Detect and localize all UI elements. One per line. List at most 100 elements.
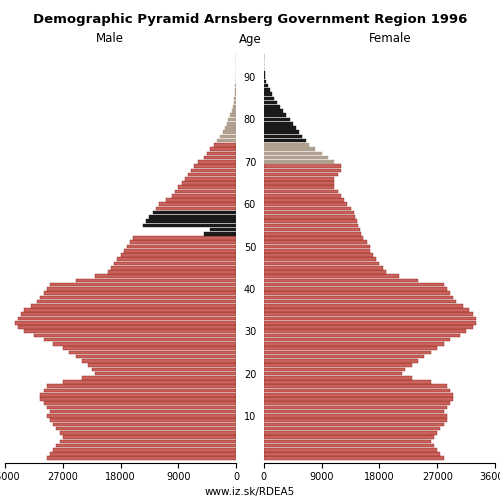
Bar — [264, 156, 328, 160]
Bar — [34, 334, 236, 338]
Bar — [264, 258, 376, 261]
Bar — [264, 452, 440, 456]
Bar — [264, 334, 460, 338]
Bar — [191, 168, 236, 172]
Bar — [60, 440, 236, 443]
Bar — [118, 258, 236, 261]
Bar — [264, 316, 476, 320]
Bar — [111, 266, 236, 270]
Bar — [95, 274, 236, 278]
Bar — [40, 397, 236, 401]
Bar — [264, 287, 447, 290]
Bar — [264, 308, 470, 312]
Bar — [50, 283, 236, 286]
Bar — [50, 418, 236, 422]
Bar — [264, 270, 386, 274]
Bar — [46, 456, 236, 460]
Bar — [24, 330, 236, 333]
Bar — [166, 198, 236, 202]
Bar — [264, 422, 444, 426]
Bar — [264, 215, 355, 218]
Bar — [18, 316, 236, 320]
Bar — [264, 232, 362, 235]
Bar — [264, 266, 382, 270]
Bar — [264, 152, 322, 155]
Bar — [63, 380, 236, 384]
Bar — [264, 330, 466, 333]
Bar — [210, 228, 236, 232]
Text: Demographic Pyramid Arnsberg Government Region 1996: Demographic Pyramid Arnsberg Government … — [33, 12, 467, 26]
Bar — [175, 190, 236, 194]
Bar — [53, 422, 236, 426]
Bar — [264, 148, 315, 151]
Bar — [264, 92, 272, 96]
Bar — [264, 253, 373, 257]
Bar — [264, 122, 293, 126]
Bar — [264, 134, 302, 138]
Bar — [264, 296, 454, 299]
Bar — [264, 139, 306, 142]
Bar — [264, 304, 463, 308]
Bar — [150, 215, 236, 218]
Bar — [124, 249, 236, 252]
Bar — [264, 300, 456, 304]
Bar — [264, 440, 431, 443]
Bar — [46, 287, 236, 290]
Bar — [30, 304, 236, 308]
Bar — [156, 206, 236, 210]
Bar — [264, 325, 472, 329]
Bar — [69, 350, 236, 354]
Bar — [44, 402, 236, 405]
Bar — [264, 109, 283, 113]
Bar — [264, 172, 338, 176]
Bar — [50, 452, 236, 456]
Bar — [76, 355, 236, 358]
Bar — [95, 372, 236, 376]
Bar — [264, 80, 266, 83]
Bar — [60, 431, 236, 434]
Bar — [264, 224, 358, 227]
Bar — [264, 160, 334, 164]
Bar — [63, 436, 236, 439]
Bar — [264, 380, 431, 384]
Bar — [264, 274, 398, 278]
Bar — [46, 384, 236, 388]
Bar — [264, 206, 350, 210]
Bar — [264, 114, 286, 117]
Bar — [264, 355, 424, 358]
Bar — [264, 168, 341, 172]
Bar — [232, 109, 236, 113]
Bar — [264, 181, 334, 185]
Bar — [264, 350, 431, 354]
Bar — [21, 312, 236, 316]
Bar — [46, 406, 236, 409]
Bar — [264, 105, 280, 108]
Bar — [264, 431, 437, 434]
Bar — [40, 393, 236, 396]
Bar — [18, 325, 236, 329]
Bar — [264, 202, 347, 206]
Bar — [152, 211, 236, 214]
Bar — [264, 283, 444, 286]
Bar — [220, 134, 236, 138]
Bar — [264, 346, 437, 350]
Bar — [264, 397, 454, 401]
Bar — [207, 152, 236, 155]
Bar — [182, 181, 236, 185]
Bar — [204, 232, 236, 235]
Bar — [217, 139, 236, 142]
Bar — [235, 92, 236, 96]
Bar — [185, 177, 236, 180]
Bar — [53, 448, 236, 452]
Bar — [214, 143, 236, 146]
Text: www.iz.sk/RDEA5: www.iz.sk/RDEA5 — [205, 487, 295, 497]
Bar — [44, 338, 236, 342]
Bar — [108, 270, 236, 274]
Bar — [264, 130, 299, 134]
Bar — [264, 427, 440, 430]
Bar — [264, 211, 354, 214]
Bar — [264, 436, 434, 439]
Bar — [264, 198, 344, 202]
Text: Age: Age — [238, 32, 262, 46]
Bar — [264, 388, 450, 392]
